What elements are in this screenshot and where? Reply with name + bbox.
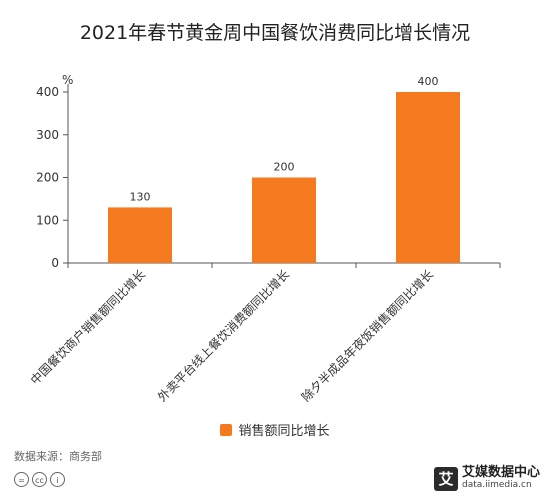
brand-name: 艾媒数据中心 <box>461 465 540 480</box>
legend-swatch <box>220 423 233 436</box>
x-tick-label: 除夕半成品年夜饭销售额同比增长 <box>298 267 436 405</box>
data-label: 200 <box>274 161 295 174</box>
y-axis-label: % <box>62 73 73 87</box>
y-tick-label: 100 <box>36 213 59 227</box>
license-icons: = cc i <box>14 472 65 487</box>
data-label: 400 <box>418 75 439 88</box>
chart-title: 2021年春节黄金周中国餐饮消费同比增长情况 <box>79 22 471 44</box>
bar <box>108 207 172 263</box>
y-tick-label: 400 <box>36 85 59 99</box>
data-label: 130 <box>130 190 151 203</box>
x-tick-label: 外卖平台线上餐饮消费额同比增长 <box>154 267 292 405</box>
brand-mark-icon: 艾 <box>433 466 458 491</box>
bar <box>396 92 460 263</box>
y-tick-label: 0 <box>51 256 59 270</box>
chart-legend: 销售额同比增长 <box>0 420 550 439</box>
cc-icon: cc <box>32 472 47 487</box>
x-tick-label: 中国餐饮商户销售额同比增长 <box>27 267 148 388</box>
legend-label: 销售额同比增长 <box>238 424 330 439</box>
cc-equals-icon: = <box>14 472 29 487</box>
cc-person-icon: i <box>50 472 65 487</box>
data-source: 数据来源：商务部 <box>14 450 102 463</box>
y-tick-label: 300 <box>36 128 59 142</box>
y-tick-label: 200 <box>36 171 59 185</box>
bar <box>252 177 316 263</box>
brand-url: data.iimedia.cn <box>461 480 532 490</box>
brand-logo: 艾 艾媒数据中心 data.iimedia.cn <box>433 465 540 491</box>
